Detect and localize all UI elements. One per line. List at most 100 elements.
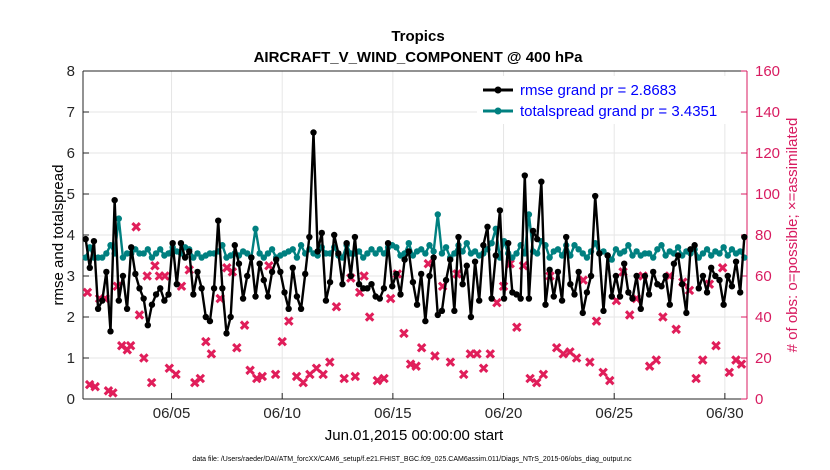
rmse-point: [347, 272, 354, 280]
rmse-point: [227, 313, 234, 321]
obs-count-marker-shape: [364, 312, 375, 322]
obs-count-marker: [108, 388, 118, 398]
totalspread-point: [148, 254, 156, 261]
totalspread-point: [633, 248, 640, 255]
obs-count-marker: [206, 349, 217, 359]
obs-count-marker-shape: [277, 336, 287, 347]
rmse-point: [140, 295, 147, 302]
obs-count-marker: [416, 342, 427, 353]
obs-count-marker-shape: [125, 340, 136, 351]
rmse-point: [521, 172, 528, 179]
rmse-point: [650, 268, 657, 276]
rmse-point: [397, 291, 404, 298]
obs-count-marker-shape: [146, 377, 157, 388]
obs-count-marker: [411, 361, 421, 371]
rmse-point: [720, 301, 727, 308]
totalspread-point: [140, 250, 147, 257]
y-right-tick-label: 140: [755, 104, 780, 121]
obs-count-marker-shape: [445, 357, 456, 367]
obs-count-marker-shape: [736, 359, 747, 369]
totalspread-point: [157, 246, 164, 253]
obs-count-marker-shape: [399, 328, 409, 339]
totalspread-point: [165, 250, 172, 257]
totalspread-point: [364, 250, 371, 257]
rmse-point: [219, 285, 226, 292]
totalspread-point: [434, 211, 441, 218]
rmse-point: [405, 248, 412, 255]
rmse-point: [99, 297, 106, 304]
totalspread-point: [513, 250, 520, 257]
rmse-point: [273, 256, 280, 263]
totalspread-point: [256, 250, 263, 257]
obs-count-marker-shape: [411, 361, 421, 371]
obs-count-marker-shape: [644, 361, 655, 371]
rmse-point: [679, 281, 686, 288]
obs-count-marker: [134, 310, 145, 320]
rmse-point: [550, 293, 557, 300]
obs-count-marker: [585, 357, 595, 367]
obs-count-marker-shape: [239, 320, 250, 330]
obs-count-marker-shape: [331, 301, 342, 312]
rmse-point: [451, 307, 458, 315]
rmse-point: [161, 297, 168, 304]
rmse-point: [128, 244, 135, 251]
rmse-point: [289, 264, 296, 271]
totalspread-point: [625, 242, 632, 249]
totalspread-point: [612, 246, 620, 253]
obs-count-marker-shape: [139, 353, 149, 363]
totalspread-point: [190, 254, 197, 261]
rmse-point: [434, 311, 441, 319]
rmse-point: [426, 272, 433, 280]
rmse-point: [239, 295, 247, 302]
y-right-tick-label: 120: [755, 145, 780, 162]
obs-count-marker-shape: [251, 373, 262, 384]
rmse-point: [169, 240, 176, 247]
rmse-point: [136, 285, 143, 292]
obs-count-marker-shape: [651, 355, 662, 365]
totalspread-point: [360, 254, 367, 261]
y-right-tick-label: 20: [755, 350, 772, 367]
rmse-point: [103, 268, 110, 276]
obs-count-marker: [651, 355, 662, 365]
obs-count-marker: [150, 260, 160, 271]
rmse-point: [322, 297, 330, 304]
obs-count-marker: [478, 363, 489, 374]
y-left-tick-label: 4: [67, 227, 75, 244]
rmse-point: [86, 264, 94, 271]
totalspread-point: [737, 248, 744, 255]
obs-count-marker: [485, 349, 496, 359]
obs-count-marker-shape: [298, 377, 308, 388]
totalspread-point: [119, 254, 127, 261]
obs-count-marker: [736, 359, 747, 369]
totalspread-point: [716, 250, 723, 257]
x-tick-label: 06/25: [595, 405, 633, 422]
rmse-point: [318, 229, 325, 237]
y-right-tick-label: 100: [755, 186, 780, 203]
rmse-line: [84, 131, 746, 335]
totalspread-point: [442, 244, 450, 251]
obs-count-marker: [142, 271, 152, 281]
rmse-point: [355, 281, 363, 288]
obs-count-marker-shape: [284, 316, 294, 326]
y-right-tick-label: 80: [755, 227, 772, 244]
rmse-point: [695, 285, 702, 292]
totalspread-point: [99, 254, 106, 261]
legend-totalspread-marker: [494, 107, 502, 115]
totalspread-point: [654, 246, 661, 253]
totalspread-point: [629, 252, 636, 259]
y-right-tick-label: 40: [755, 309, 772, 326]
rmse-point: [148, 301, 156, 308]
totalspread-point: [372, 250, 379, 257]
obs-count-marker: [251, 373, 262, 384]
totalspread-point: [554, 246, 562, 253]
obs-count-marker-shape: [591, 316, 602, 326]
rmse-point: [575, 268, 582, 276]
totalspread-point: [645, 250, 653, 257]
totalspread-point: [650, 254, 657, 261]
legend-rmse-label: rmse grand pr = 2.8683: [520, 82, 676, 99]
obs-count-marker: [339, 373, 349, 384]
obs-count-marker: [277, 336, 287, 347]
rmse-point: [107, 328, 114, 335]
rmse-point: [712, 272, 719, 280]
rmse-point: [732, 258, 740, 265]
